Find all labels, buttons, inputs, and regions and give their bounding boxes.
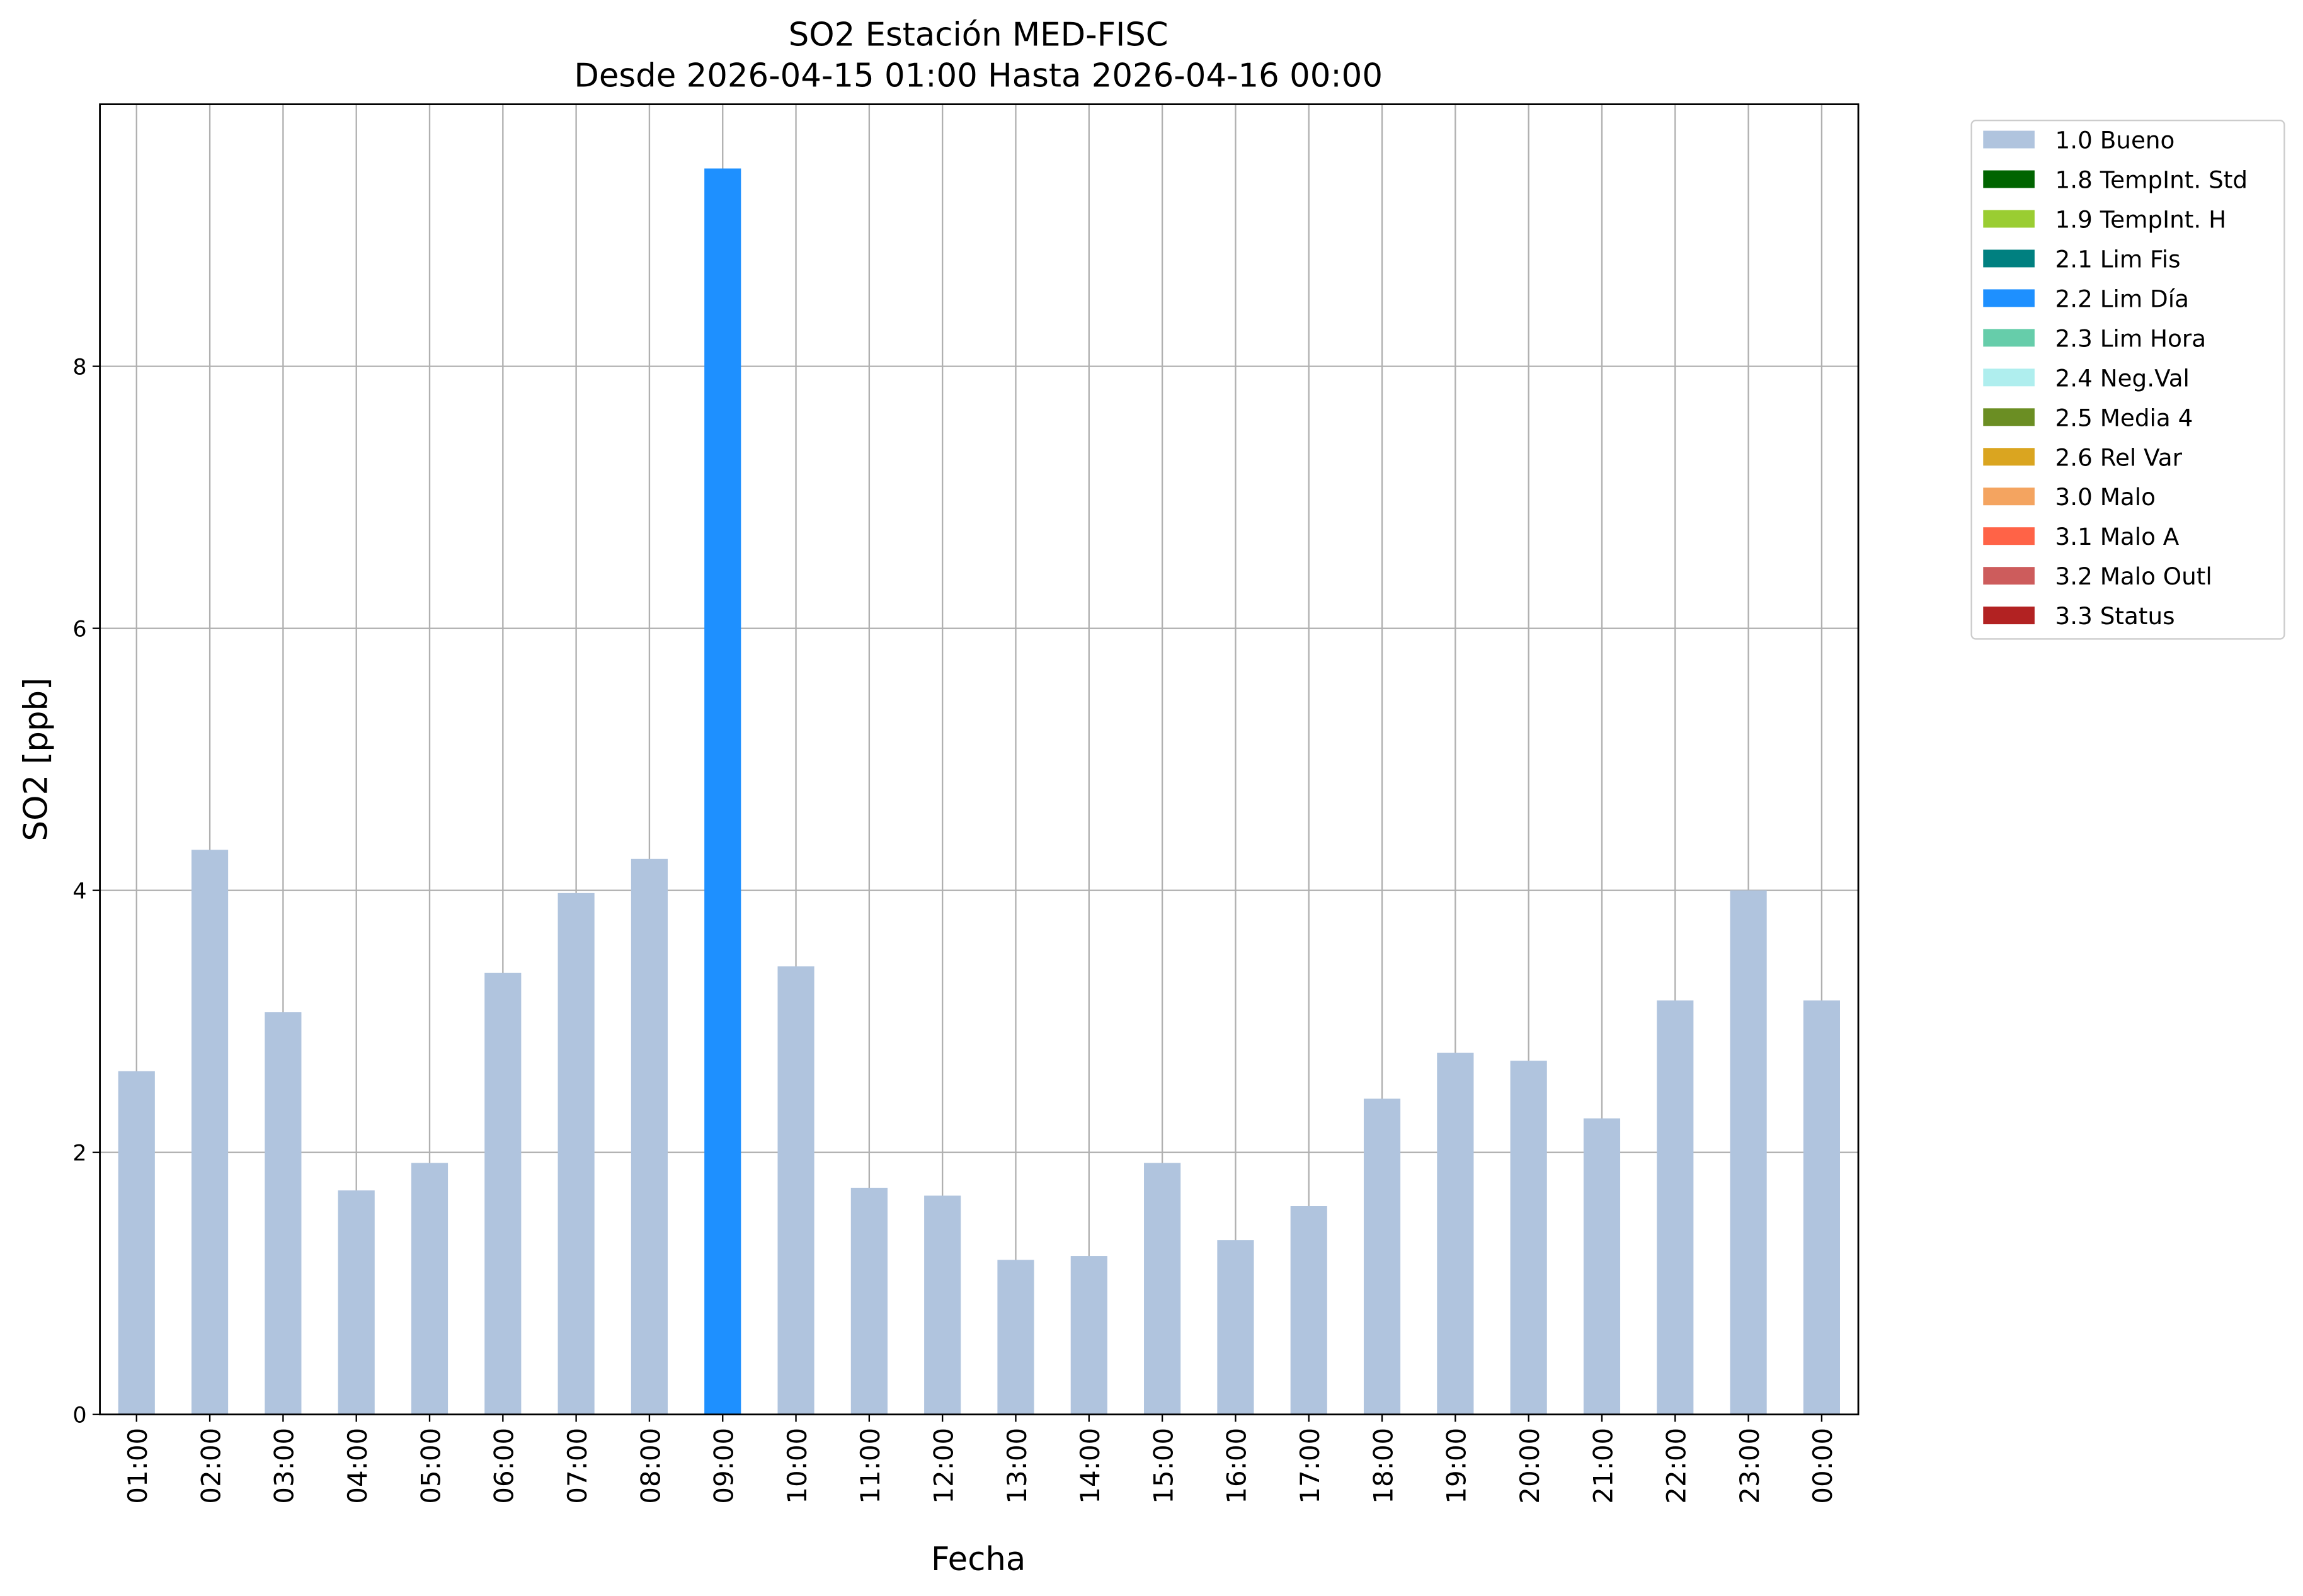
- bar: [338, 1190, 375, 1415]
- legend-label: 2.5 Media 4: [2055, 404, 2193, 431]
- legend-label: 1.8 TempInt. Std: [2055, 166, 2248, 194]
- axes: 0 2 4 6 8 01:00 02:00 03:00 04:00 05:00 06:00 07:00…: [72, 103, 1860, 1504]
- bar: [1070, 1256, 1107, 1415]
- legend-label: 2.3 Lim Hora: [2055, 324, 2207, 352]
- y-tick-label: 8: [72, 355, 86, 380]
- bar: [1730, 890, 1767, 1415]
- legend-swatch: [1983, 329, 2035, 347]
- x-tick-label: 11:00: [855, 1428, 886, 1504]
- bar: [265, 1012, 302, 1415]
- bar: [1510, 1061, 1547, 1415]
- legend-swatch: [1983, 289, 2035, 307]
- y-tick-label: 2: [72, 1141, 86, 1166]
- legend-swatch: [1983, 448, 2035, 466]
- x-tick-label: 07:00: [562, 1428, 593, 1504]
- chart-subtitle: Desde 2026-04-15 01:00 Hasta 2026-04-16 …: [574, 57, 1383, 95]
- bar: [1657, 1000, 1694, 1415]
- bar: [557, 892, 595, 1415]
- x-tick-label: 22:00: [1661, 1428, 1692, 1504]
- x-tick-label: 06:00: [489, 1428, 520, 1504]
- x-tick-label: 12:00: [929, 1428, 959, 1504]
- x-tick-label: 18:00: [1368, 1428, 1398, 1504]
- x-tick-label: 02:00: [195, 1428, 226, 1504]
- legend-swatch: [1983, 607, 2035, 625]
- bar: [411, 1163, 449, 1415]
- y-axis-label: SO2 [ppb]: [18, 678, 55, 841]
- y-tick-label: 4: [72, 879, 86, 904]
- x-tick-label: 08:00: [635, 1428, 666, 1504]
- bar: [704, 168, 741, 1415]
- bar: [631, 858, 668, 1415]
- bar: [1363, 1098, 1401, 1415]
- legend-label: 2.1 Lim Fis: [2055, 245, 2181, 273]
- chart-title: SO2 Estación MED-FISC: [789, 16, 1169, 54]
- legend-label: 3.0 Malo: [2055, 483, 2156, 511]
- legend-label: 1.9 TempInt. H: [2055, 205, 2227, 233]
- y-tick-label: 0: [72, 1403, 86, 1428]
- x-tick-label: 21:00: [1587, 1428, 1618, 1504]
- bar: [118, 1071, 155, 1415]
- x-tick-label: 05:00: [415, 1428, 446, 1504]
- x-tick-label: 23:00: [1734, 1428, 1765, 1504]
- legend-label: 1.0 Bueno: [2055, 127, 2175, 154]
- legend-swatch: [1983, 567, 2035, 585]
- bar: [850, 1187, 888, 1415]
- x-tick-label: 04:00: [342, 1428, 373, 1504]
- bar: [1290, 1206, 1327, 1415]
- bar: [1217, 1240, 1254, 1415]
- x-tick-label: 13:00: [1002, 1428, 1032, 1504]
- bar: [924, 1195, 961, 1415]
- legend-label: 2.6 Rel Var: [2055, 443, 2183, 471]
- legend-swatch: [1983, 368, 2035, 387]
- bar: [997, 1260, 1034, 1415]
- y-tick-label: 6: [72, 617, 86, 642]
- bar: [1144, 1163, 1181, 1415]
- bar: [191, 850, 229, 1415]
- legend-label: 3.3 Status: [2055, 602, 2175, 630]
- x-tick-label: 16:00: [1221, 1428, 1252, 1504]
- bars: [118, 168, 1840, 1415]
- legend-label: 2.4 Neg.Val: [2055, 364, 2190, 392]
- bar: [1437, 1052, 1474, 1415]
- x-axis-label: Fecha: [931, 1541, 1026, 1578]
- legend-label: 3.1 Malo A: [2055, 523, 2180, 550]
- x-tick-label: 17:00: [1294, 1428, 1325, 1504]
- x-tick-label: 20:00: [1514, 1428, 1545, 1504]
- bar: [1803, 1000, 1840, 1415]
- legend-label: 3.2 Malo Outl: [2055, 562, 2212, 590]
- bar: [1583, 1118, 1621, 1415]
- bar: [777, 966, 814, 1415]
- legend-frame: [1970, 120, 2285, 640]
- bar: [484, 972, 522, 1415]
- x-tick-label: 03:00: [269, 1428, 300, 1504]
- x-tick-label: 09:00: [709, 1428, 740, 1504]
- x-tick-label: 10:00: [782, 1428, 813, 1504]
- legend-label: 2.2 Lim Día: [2055, 285, 2189, 312]
- legend-swatch: [1983, 408, 2035, 426]
- legend-swatch: [1983, 170, 2035, 188]
- plot-frame: [99, 103, 1860, 1416]
- legend: 1.0 Bueno 1.8 TempInt. Std 1.9 TempInt. H 2…: [1970, 120, 2285, 640]
- x-tick-label: 19:00: [1441, 1428, 1472, 1504]
- x-tick-label: 14:00: [1075, 1428, 1106, 1504]
- legend-swatch: [1983, 249, 2035, 268]
- x-tick-label: 01:00: [122, 1428, 153, 1504]
- x-tick-label: 00:00: [1807, 1428, 1838, 1504]
- legend-swatch: [1983, 210, 2035, 228]
- legend-swatch: [1983, 527, 2035, 545]
- legend-swatch: [1983, 487, 2035, 506]
- x-tick-label: 15:00: [1148, 1428, 1179, 1504]
- legend-swatch: [1983, 130, 2035, 149]
